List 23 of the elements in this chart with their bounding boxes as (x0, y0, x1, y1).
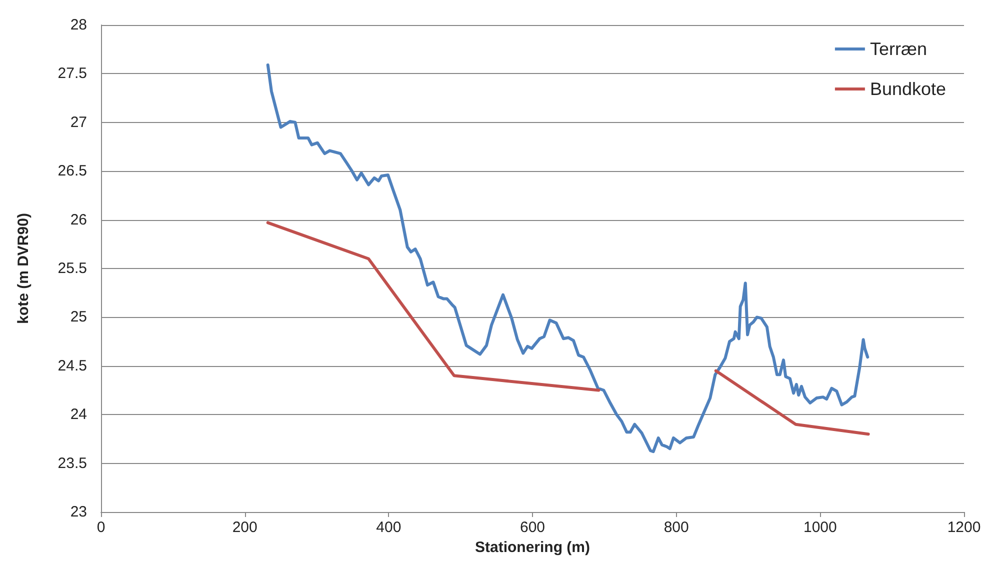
line-series (266, 63, 870, 454)
y-tick-label: 27.5 (58, 65, 87, 82)
x-tick-label: 400 (376, 519, 402, 536)
x-tick-label: 1000 (803, 519, 837, 536)
x-axis-title: Stationering (m) (475, 538, 590, 556)
y-tick-label: 23.5 (58, 454, 87, 472)
x-tick-label: 600 (520, 519, 546, 536)
legend-label: Bundkote (870, 79, 946, 99)
y-axis-title: kote (m DVR90) (15, 213, 32, 324)
legend-label: Terræn (870, 39, 927, 59)
x-tick-label: 1200 (947, 519, 981, 536)
y-tick-label: 24 (70, 406, 87, 424)
x-tick-label: 0 (96, 519, 106, 536)
x-tick-label: 200 (232, 519, 258, 536)
y-tick-label: 26.5 (58, 162, 87, 180)
y-tick-label: 25.5 (58, 260, 87, 277)
x-tick-label: 800 (664, 519, 689, 536)
y-tick-label: 25 (70, 308, 87, 326)
y-tick-label: 28 (70, 16, 87, 34)
y-tick-label: 24.5 (58, 357, 87, 374)
y-tick-label: 26 (70, 211, 87, 228)
y-tick-label: 27 (70, 114, 87, 131)
y-tick-label: 23 (70, 504, 87, 520)
